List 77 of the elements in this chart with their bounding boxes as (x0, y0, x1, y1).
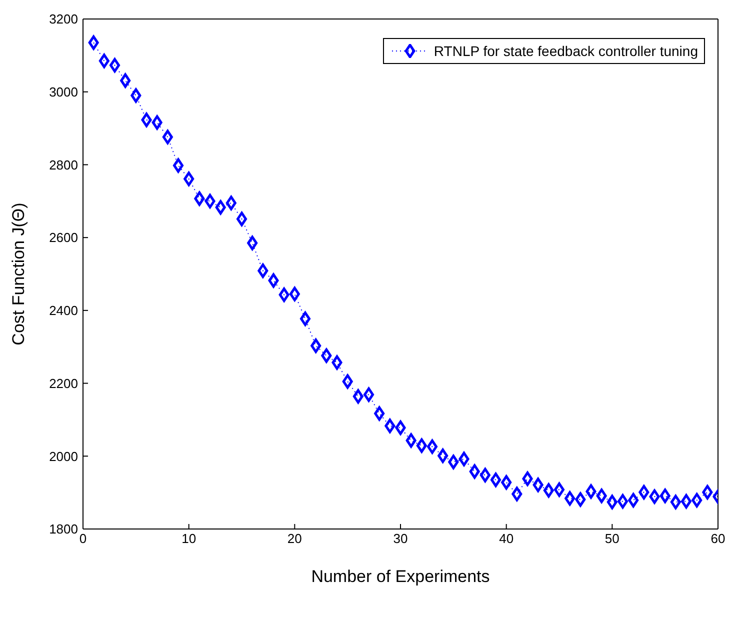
point (681, 494, 692, 509)
point (692, 492, 702, 508)
x-tick-label: 10 (182, 531, 196, 546)
point (204, 194, 216, 208)
y-axis-title: Cost Function J(Θ) (9, 202, 28, 346)
point (289, 286, 300, 302)
point (448, 454, 459, 470)
point (215, 200, 226, 215)
point (543, 483, 554, 498)
point (194, 191, 205, 206)
point (649, 489, 660, 504)
point (152, 115, 162, 130)
point (575, 492, 586, 507)
point (660, 488, 670, 504)
point (258, 263, 268, 278)
y-tick-label: 3000 (49, 84, 78, 100)
point (480, 468, 490, 482)
point (606, 494, 618, 510)
point (501, 475, 512, 490)
point (141, 112, 152, 128)
y-tick-label: 2200 (49, 376, 78, 391)
legend-label: RTNLP for state feedback controller tuning (434, 43, 698, 59)
y-tick-label: 2800 (49, 157, 78, 172)
y-tick-label: 2000 (49, 448, 78, 464)
point (512, 486, 522, 502)
x-tick-label: 20 (287, 531, 302, 546)
point (332, 355, 342, 370)
y-tick-label: 3200 (49, 12, 78, 27)
point (458, 452, 470, 466)
point (532, 478, 544, 492)
x-axis-title: Number of Experiments (311, 567, 490, 586)
x-tick-label: 50 (604, 531, 620, 546)
x-tick-label: 40 (499, 531, 514, 546)
point (522, 471, 533, 486)
point (638, 484, 650, 500)
point (236, 212, 247, 226)
point (278, 288, 290, 302)
point (247, 236, 258, 250)
point (596, 488, 607, 504)
point (130, 88, 142, 103)
point (490, 472, 501, 488)
point (321, 348, 332, 363)
point (395, 420, 406, 435)
point (300, 312, 310, 326)
point (310, 338, 322, 354)
point (268, 273, 279, 288)
point (384, 418, 396, 434)
x-tick-label: 0 (79, 531, 87, 546)
point (670, 494, 681, 510)
point (184, 172, 194, 186)
y-tick-label: 2600 (49, 230, 78, 246)
point (173, 158, 184, 173)
point (628, 492, 639, 508)
point (406, 433, 416, 448)
point (120, 73, 131, 88)
point (618, 494, 628, 509)
y-tick-label: 1800 (49, 522, 78, 537)
point (469, 464, 480, 479)
point (427, 439, 438, 454)
point (374, 406, 385, 421)
point (364, 387, 374, 402)
point (352, 389, 364, 404)
y-tick-label: 2400 (49, 303, 78, 318)
point (162, 130, 173, 144)
x-tick-label: 30 (393, 531, 408, 546)
x-tick-label: 60 (710, 531, 726, 546)
point (702, 484, 713, 500)
point (226, 196, 236, 210)
point (416, 438, 427, 453)
point (586, 484, 596, 499)
point (110, 58, 120, 73)
point (438, 448, 448, 464)
point (564, 491, 576, 506)
point (88, 35, 99, 50)
point (98, 54, 110, 68)
point (342, 374, 353, 389)
point (554, 482, 564, 497)
